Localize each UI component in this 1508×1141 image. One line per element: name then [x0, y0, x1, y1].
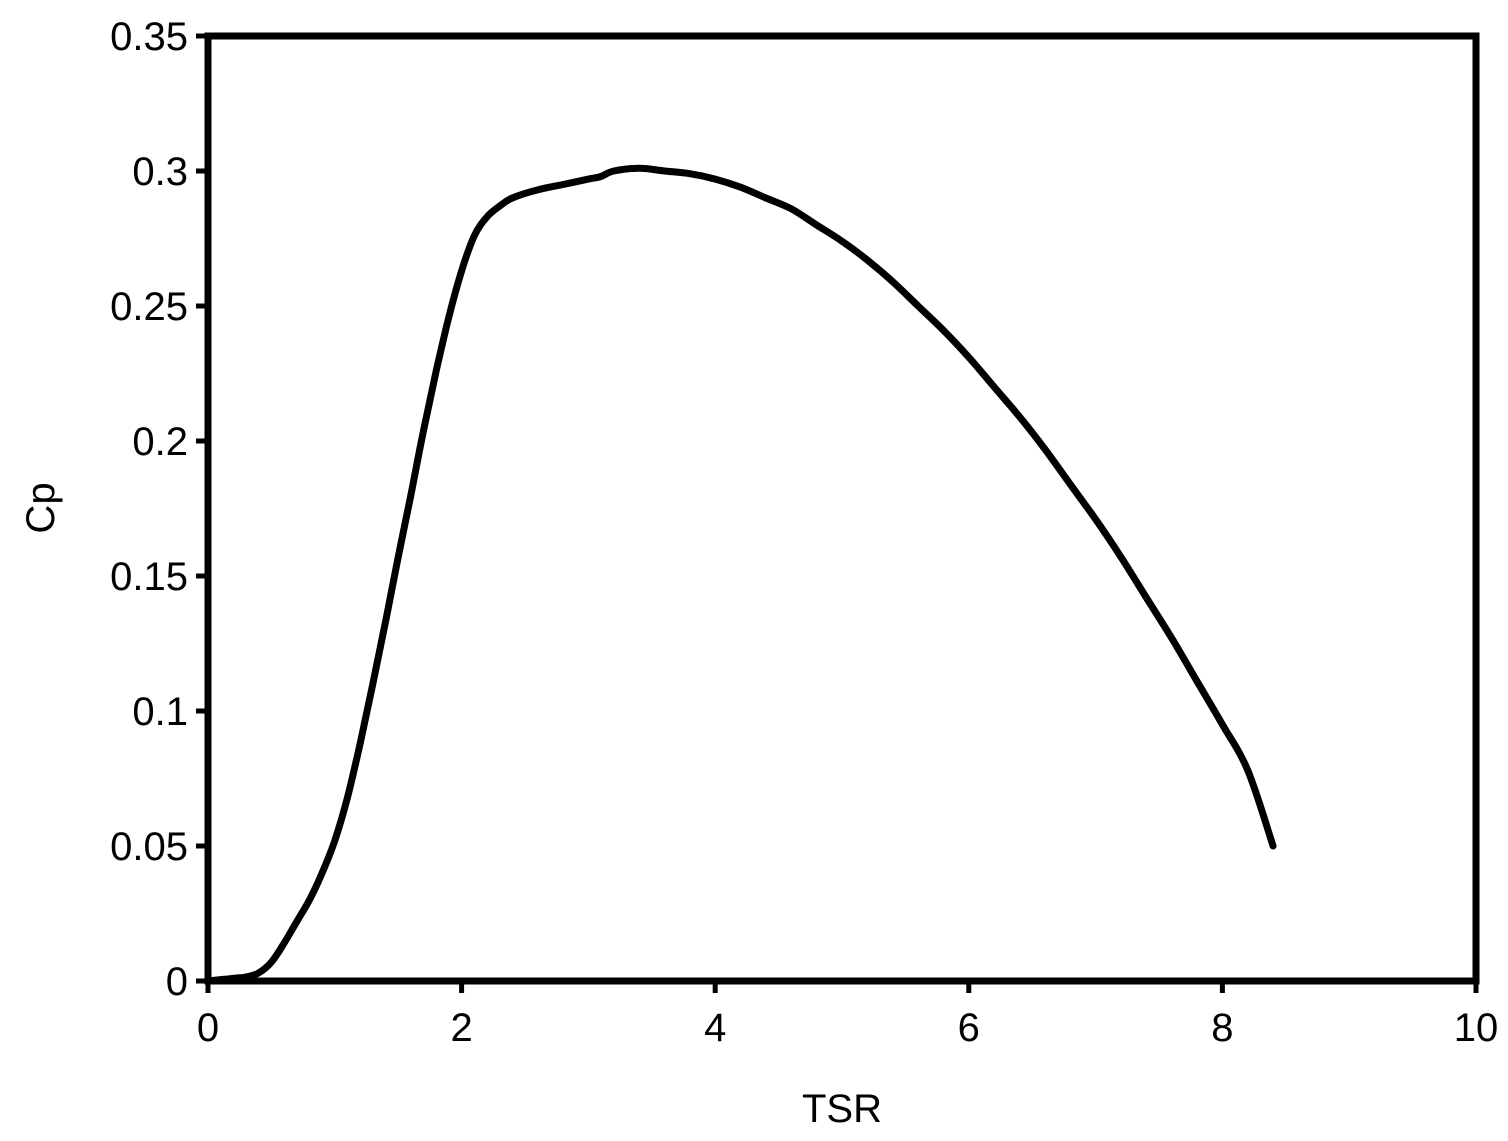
cp-curve [204, 164, 1277, 985]
y-axis-ticks: 0 0.05 0.1 0.15 0.2 0.25 0.3 0.35 [110, 15, 208, 1004]
y-tick-label: 0.2 [132, 420, 188, 464]
y-axis-title: Cp [19, 482, 63, 533]
x-tick-label: 8 [1211, 1006, 1233, 1050]
y-tick-label: 0.15 [110, 555, 188, 599]
y-tick-label: 0.1 [132, 690, 188, 734]
y-tick-label: 0.35 [110, 15, 188, 59]
x-tick-label: 6 [958, 1006, 980, 1050]
y-tick-label: 0 [166, 960, 188, 1004]
x-tick-label: 0 [197, 1006, 219, 1050]
plot-area [204, 32, 1480, 985]
x-tick-label: 4 [704, 1006, 726, 1050]
y-tick-label: 0.3 [132, 150, 188, 194]
y-tick-label: 0.05 [110, 825, 188, 869]
x-axis-ticks: 0 2 4 6 8 10 [197, 981, 1498, 1050]
y-tick-label: 0.25 [110, 285, 188, 329]
x-tick-label: 10 [1454, 1006, 1499, 1050]
x-axis-title: TSR [802, 1087, 882, 1131]
x-tick-label: 2 [450, 1006, 472, 1050]
